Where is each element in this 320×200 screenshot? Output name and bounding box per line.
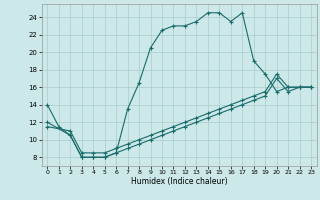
- X-axis label: Humidex (Indice chaleur): Humidex (Indice chaleur): [131, 177, 228, 186]
